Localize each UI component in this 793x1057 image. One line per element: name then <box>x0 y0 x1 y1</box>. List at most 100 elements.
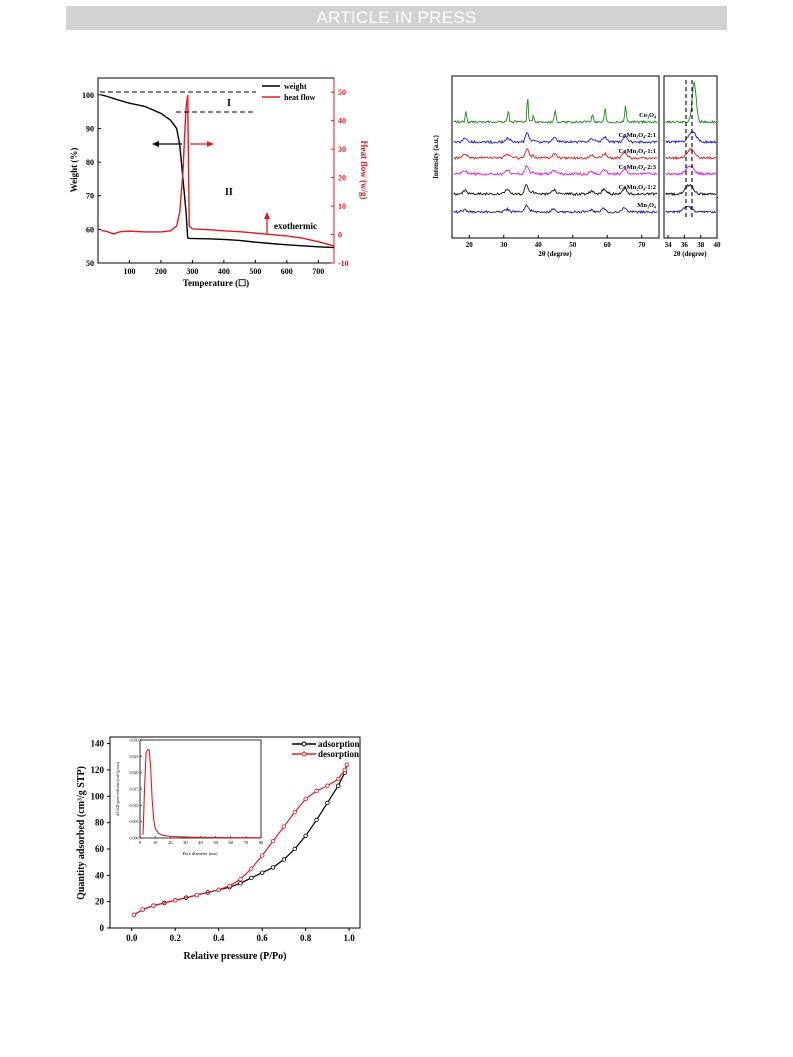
xrd-zoom-x-tick-label: 38 <box>697 241 705 249</box>
tga-y-left-tick-label: 50 <box>86 259 94 268</box>
adsorption-point <box>314 817 319 823</box>
tga-y-left-tick-label: 100 <box>82 91 94 100</box>
tga-y-right-tick-label: 10 <box>338 202 346 211</box>
xrd-x-tick-label: 30 <box>500 241 508 249</box>
xrd-x-tick-label: 40 <box>535 241 543 249</box>
inset-y-tick-label: 0.000 <box>130 836 139 841</box>
bet-x-tick-label: 0.6 <box>257 933 269 943</box>
legend-adsorption-marker <box>301 741 307 747</box>
legend-desorption-label: desorption <box>318 749 359 759</box>
bet-x-axis-label: Relative pressure (P/Po) <box>184 951 287 962</box>
exothermic-label: exothermic <box>274 221 317 231</box>
tga-y-right-tick-label: 30 <box>338 145 346 154</box>
desorption-point <box>342 767 347 773</box>
weight-curve <box>100 94 335 249</box>
adsorption-point <box>270 865 276 870</box>
tga-x-axis-label: Temperature (☐) <box>183 278 249 288</box>
adsorption-point <box>292 846 297 852</box>
xrd-trace-CoMn2O4-2:1 <box>453 131 658 145</box>
xrd-series-label: Co₃O₄ <box>639 112 656 119</box>
xrd-zoom-trace-CoMn2O4-2:3 <box>665 164 717 177</box>
xrd-main-frame <box>451 75 660 239</box>
desorption-point <box>194 892 200 898</box>
heat-arrowhead <box>207 141 214 147</box>
inset-x-tick-label: 50 <box>213 840 218 845</box>
tga-x-tick-label: 200 <box>155 267 167 276</box>
inset-x-tick-label: 80 <box>259 840 264 845</box>
tga-x-tick-label: 300 <box>186 267 198 276</box>
bet-x-tick-label: 0.8 <box>300 933 312 943</box>
inset-x-tick-label: 0 <box>139 840 142 845</box>
inset-y-tick-label: 0.010 <box>130 803 139 808</box>
xrd-series-label: CoMn₂O₄-1:2 <box>619 184 656 191</box>
bet-y-tick-label: 20 <box>95 897 105 907</box>
desorption-point <box>173 898 178 903</box>
bet-x-tick-label: 0.0 <box>126 933 138 943</box>
xrd-x-tick-label: 20 <box>466 241 474 249</box>
xrd-zoom-trace-CoMn2O4-2:1 <box>665 130 717 145</box>
xrd-trace-CoMn2O4-1:1 <box>453 147 658 161</box>
desorption-point <box>336 776 341 782</box>
xrd-trace-CoMn2O4-2:3 <box>453 164 658 177</box>
inset-y-tick-label: 0.030 <box>130 738 139 743</box>
tga-y-right-tick-label: -10 <box>338 259 349 268</box>
bet-x-tick-label: 0.4 <box>213 933 225 943</box>
bet-plot-frame <box>109 736 361 929</box>
bet-y-tick-label: 80 <box>95 818 105 828</box>
inset-y-axis-label: dV/dD pore volume (cm³/g·nm) <box>115 762 120 816</box>
xrd-zoom-trace-CoMn2O4-1:1 <box>665 147 716 160</box>
heat-flow-curve <box>100 94 335 247</box>
inset-x-tick-label: 30 <box>183 840 188 845</box>
tga-y-right-tick-label: 40 <box>338 117 346 126</box>
desorption-point <box>281 824 287 829</box>
desorption-point <box>249 866 254 871</box>
desorption-point <box>227 883 232 889</box>
xrd-y-axis-label: Intensity (a.u.) <box>432 134 440 178</box>
desorption-point <box>344 762 350 767</box>
exothermic-arrowhead <box>264 212 270 219</box>
tga-y-left-tick-label: 60 <box>86 225 94 234</box>
inset-frame <box>139 739 262 839</box>
adsorption-point <box>249 875 254 881</box>
xrd-zoom-trace-CoMn2O4-1:2 <box>665 183 717 197</box>
tga-x-tick-label: 100 <box>123 267 135 276</box>
xrd-chart: Co₃O₄ CoMn₂O₄-2:1 CoMn₂O₄-1:1 CoMn₂O₄-2:3 Co… <box>432 75 721 258</box>
xrd-zoom-x-tick-label: 36 <box>681 241 689 249</box>
desorption-point <box>292 809 297 815</box>
desorption-point <box>303 796 308 802</box>
bet-x-tick-label: 1.0 <box>344 933 356 943</box>
xrd-series-label: Mn₃O₄ <box>637 202 656 209</box>
desorption-point <box>140 907 145 912</box>
inset-y-tick-label: 0.015 <box>130 787 139 792</box>
xrd-zoom-x-tick-label: 34 <box>665 241 673 249</box>
inset-y-tick-label: 0.005 <box>130 819 139 824</box>
xrd-x-tick-label: 50 <box>569 241 577 249</box>
tga-x-tick-label: 500 <box>249 267 261 276</box>
desorption-point <box>325 783 330 788</box>
inset-x-tick-label: 10 <box>153 840 158 845</box>
adsorption-point <box>336 783 341 788</box>
adsorption-point <box>303 833 308 838</box>
adsorption-point <box>325 800 330 806</box>
inset-x-tick-label: 70 <box>244 840 249 845</box>
desorption-point <box>151 903 156 908</box>
region-i-label: I <box>227 98 231 109</box>
desorption-point <box>216 887 221 892</box>
inset-y-tick-label: 0.025 <box>130 754 139 759</box>
bet-y-tick-label: 120 <box>91 765 105 775</box>
bet-x-tick-label: 0.2 <box>170 933 182 943</box>
tga-y-right-tick-label: 50 <box>338 88 346 97</box>
tga-x-tick-label: 600 <box>281 267 293 276</box>
weight-arrowhead <box>152 141 159 147</box>
tga-x-tick-label: 400 <box>218 267 230 276</box>
bet-y-tick-label: 40 <box>95 870 105 880</box>
xrd-zoom-trace-Co3O4 <box>665 81 717 125</box>
tga-y-right-tick-label: 20 <box>338 174 346 183</box>
adsorption-point <box>259 870 265 875</box>
article-in-press-banner: ARTICLE IN PRESS <box>66 6 727 30</box>
inset-x-tick-label: 40 <box>198 840 203 845</box>
pore-size-distribution-curve <box>142 749 261 839</box>
desorption-point <box>131 912 137 918</box>
tga-y-left-tick-label: 90 <box>86 124 94 133</box>
